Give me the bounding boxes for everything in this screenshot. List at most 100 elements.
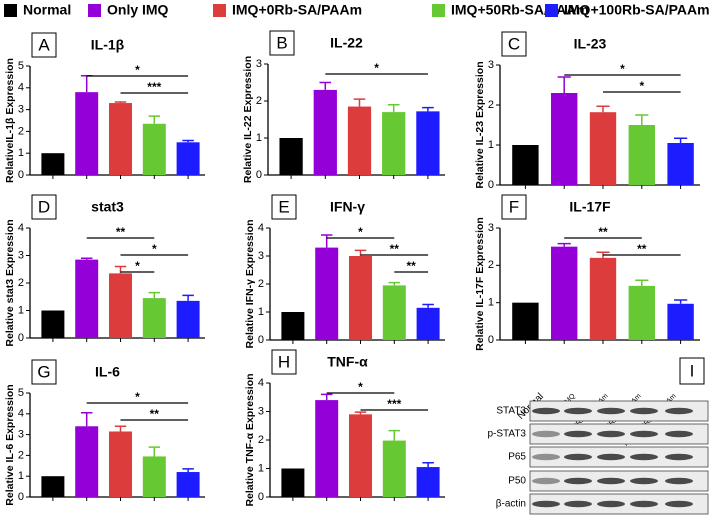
panel-letter-box — [271, 194, 297, 220]
significance-label: * — [358, 380, 363, 394]
significance-label: *** — [147, 80, 161, 94]
panel-title: stat3 — [91, 199, 124, 215]
y-axis-label: Relative IL-17F Expression — [474, 217, 486, 351]
bar — [109, 273, 132, 338]
bar — [382, 285, 406, 340]
error-bar — [114, 425, 127, 432]
error-bar — [182, 294, 194, 301]
bar — [628, 285, 655, 340]
blot-band — [532, 453, 560, 461]
significance-label: ** — [150, 407, 160, 421]
panel-letter: B — [276, 33, 287, 52]
bar — [176, 300, 200, 338]
bar — [349, 414, 372, 497]
significance-label: * — [135, 390, 140, 404]
bar — [281, 468, 305, 497]
error-bar — [388, 429, 401, 441]
y-tick-label: 1 — [18, 147, 24, 159]
bar — [347, 106, 372, 175]
row-label: p-STAT3 — [487, 429, 526, 440]
error-bar — [387, 103, 400, 113]
blot-band — [597, 477, 625, 485]
panel-title: IL-17F — [569, 199, 611, 215]
error-bar — [422, 106, 434, 112]
error-bar — [422, 303, 434, 308]
y-tick-label: 0 — [18, 491, 24, 503]
y-tick-label: 2 — [18, 125, 24, 137]
panel-letter: D — [38, 197, 50, 216]
y-tick-label: 3 — [258, 250, 264, 262]
bar — [551, 246, 578, 340]
y-tick-label: 0 — [488, 334, 494, 346]
y-tick-label: 4 — [18, 82, 24, 94]
panel-letter: E — [278, 197, 289, 216]
error-bar — [354, 411, 367, 415]
legend-swatch — [545, 4, 558, 17]
bar — [142, 456, 166, 497]
y-tick-label: 0 — [256, 169, 262, 181]
bar — [176, 472, 200, 497]
y-axis-label: Relative IL-22 Expression — [242, 56, 254, 183]
blot-band — [597, 430, 625, 438]
significance-label: * — [639, 79, 644, 93]
legend-swatch — [88, 4, 101, 17]
panel-letter: I — [690, 361, 695, 380]
legend-swatch — [432, 4, 445, 17]
error-bar — [674, 137, 688, 143]
error-bar — [557, 76, 571, 93]
row-label: STAT3 — [496, 406, 526, 417]
significance-label: * — [620, 62, 625, 76]
blot-band — [630, 407, 658, 415]
blot-band — [564, 477, 592, 485]
row-label: P65 — [508, 452, 526, 463]
y-tick-label: 2 — [488, 259, 494, 271]
error-bar — [353, 98, 366, 107]
error-bar — [319, 81, 332, 90]
error-bar — [635, 114, 649, 125]
panel-letter-box — [31, 359, 57, 385]
error-bar — [182, 468, 194, 473]
y-tick-label: 3 — [18, 249, 24, 261]
y-tick-label: 3 — [18, 429, 24, 441]
bar — [75, 259, 99, 338]
blot-band — [564, 430, 592, 438]
y-tick-label: 2 — [18, 449, 24, 461]
panel: F IL-17F Relative IL-17F Expression 0 1 2 3 ** *… — [474, 194, 700, 351]
error-bar — [674, 299, 688, 304]
bar — [109, 431, 132, 497]
y-tick-label: 1 — [256, 132, 262, 144]
y-tick-label: 1 — [488, 139, 494, 151]
y-tick-label: 2 — [488, 99, 494, 111]
y-tick-label: 4 — [258, 377, 264, 389]
y-axis-label: Relative IL-6 Expression — [4, 384, 16, 505]
legend-swatch — [213, 4, 226, 17]
bar — [628, 125, 655, 185]
error-bar — [148, 115, 161, 124]
blot-band — [597, 453, 625, 461]
bar — [416, 111, 440, 175]
row-label: β-actin — [496, 499, 526, 510]
bar — [382, 112, 406, 175]
y-tick-label: 1 — [258, 306, 264, 318]
blot-band — [665, 477, 693, 485]
blot-band — [532, 477, 560, 485]
y-tick-label: 2 — [258, 434, 264, 446]
bar — [315, 247, 339, 340]
error-bar — [557, 242, 571, 247]
y-tick-label: 4 — [258, 222, 264, 234]
y-axis-label: Relative stat3 Expression — [4, 219, 16, 346]
panel: C IL-23 Relative IL-23 Expression 0 1 2 3 * * — [474, 31, 700, 191]
panel-letter: H — [278, 352, 290, 371]
y-tick-label: 1 — [258, 462, 264, 474]
blot-band — [630, 500, 658, 508]
panel-title: IL-1β — [91, 37, 125, 53]
panel-letter-box — [679, 357, 705, 385]
significance-label: * — [135, 259, 140, 273]
blot-band — [564, 407, 592, 415]
error-bar — [388, 281, 401, 286]
error-bar — [320, 393, 333, 401]
panel-title: IL-23 — [574, 36, 607, 52]
y-tick-label: 1 — [18, 470, 24, 482]
